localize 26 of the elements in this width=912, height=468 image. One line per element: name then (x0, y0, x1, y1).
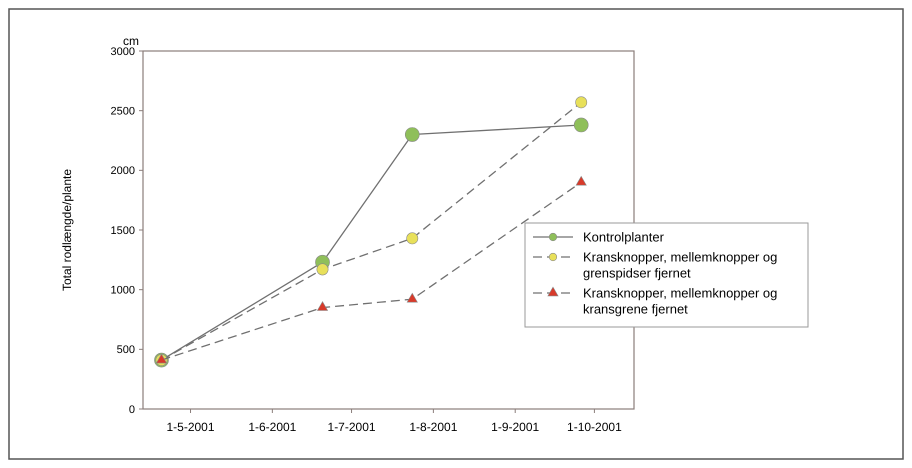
y-tick-label: 1000 (110, 284, 135, 297)
y-tick-label: 1500 (110, 224, 135, 237)
text: cm (123, 34, 139, 48)
legend-label: Kransknopper, mellemknopper og grenspidser fjernet (583, 250, 778, 281)
y-tick-label: 0 (128, 404, 135, 416)
point (316, 263, 328, 276)
x-tick-label: 1-10-2001 (567, 420, 622, 434)
y-tick-label: 2500 (110, 106, 135, 118)
legend-label: Kransknopper, mellemknopper og kransgrene fjernet (583, 286, 778, 317)
point (406, 232, 418, 244)
point (576, 176, 587, 186)
legend-label: Kontrolplanter (583, 230, 665, 245)
point (575, 96, 588, 108)
y-tick-label: 3000 (110, 46, 135, 58)
point (317, 301, 328, 311)
y-tick-label: 2000 (110, 165, 135, 178)
x-tick-label: 1-9-2001 (491, 420, 540, 434)
point (406, 293, 418, 302)
y-axis-title: Total rodlængde/plante (60, 168, 74, 292)
y-tick-label: 500 (116, 344, 135, 356)
x-tick-label: 1-8-2001 (409, 420, 458, 434)
x-tick-label: 1-5-2001 (166, 420, 215, 434)
point (404, 127, 420, 142)
point (574, 118, 589, 132)
x-tick-label: 1-7-2001 (328, 420, 376, 434)
x-tick-label: 1-6-2001 (248, 420, 297, 434)
